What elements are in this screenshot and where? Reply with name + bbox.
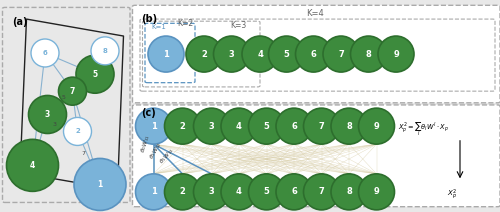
Text: K=3: K=3 (230, 21, 246, 29)
Ellipse shape (221, 174, 257, 210)
Ellipse shape (136, 174, 172, 210)
Text: 8: 8 (366, 50, 372, 59)
Text: $\theta_1 W_{12}$: $\theta_1 W_{12}$ (148, 140, 164, 161)
Ellipse shape (331, 174, 367, 210)
Ellipse shape (242, 36, 278, 72)
Text: 6: 6 (310, 50, 316, 59)
Ellipse shape (358, 174, 394, 210)
Ellipse shape (296, 36, 332, 72)
Text: 3: 3 (208, 122, 214, 131)
Ellipse shape (248, 174, 284, 210)
Ellipse shape (31, 39, 59, 67)
Ellipse shape (378, 36, 414, 72)
Text: 5: 5 (264, 122, 270, 131)
Ellipse shape (76, 55, 114, 93)
Text: K=4: K=4 (306, 9, 324, 18)
Ellipse shape (358, 108, 394, 144)
Text: 3: 3 (45, 110, 50, 119)
Text: 5: 5 (264, 187, 270, 196)
Text: 2: 2 (180, 187, 186, 196)
Ellipse shape (194, 108, 230, 144)
Text: $X_p^2=\sum_l \theta_l W^l \cdot X_p$: $X_p^2=\sum_l \theta_l W^l \cdot X_p$ (398, 120, 448, 138)
Text: 9: 9 (393, 50, 399, 59)
Ellipse shape (268, 36, 304, 72)
Ellipse shape (331, 108, 367, 144)
Ellipse shape (164, 174, 200, 210)
Text: 7: 7 (338, 50, 344, 59)
Text: $\theta_1 W_{13}$: $\theta_1 W_{13}$ (158, 146, 177, 166)
Ellipse shape (186, 36, 222, 72)
Text: 6: 6 (291, 187, 297, 196)
Ellipse shape (350, 36, 386, 72)
Ellipse shape (214, 36, 250, 72)
Text: 9: 9 (374, 122, 380, 131)
Text: 3: 3 (52, 122, 56, 127)
Text: 7: 7 (318, 187, 324, 196)
Text: K=1: K=1 (151, 24, 166, 30)
Ellipse shape (248, 108, 284, 144)
Text: $X_p^2$: $X_p^2$ (448, 187, 458, 202)
Ellipse shape (58, 77, 86, 105)
Text: 2: 2 (180, 122, 186, 131)
Text: $\theta_0 W_{11}$: $\theta_0 W_{11}$ (139, 134, 154, 155)
Ellipse shape (64, 117, 92, 145)
Ellipse shape (194, 174, 230, 210)
FancyBboxPatch shape (132, 5, 500, 103)
Text: 7: 7 (70, 87, 75, 96)
Text: 4: 4 (236, 122, 242, 131)
Ellipse shape (148, 36, 184, 72)
FancyBboxPatch shape (2, 7, 130, 202)
Text: 8: 8 (346, 187, 352, 196)
Text: 9: 9 (374, 187, 380, 196)
Ellipse shape (276, 174, 312, 210)
Text: K=2: K=2 (178, 20, 194, 28)
Ellipse shape (28, 95, 66, 134)
Text: 2: 2 (201, 50, 207, 59)
Text: 8: 8 (346, 122, 352, 131)
Text: 7: 7 (81, 151, 85, 156)
Text: 8: 8 (102, 48, 108, 54)
Text: 1: 1 (150, 122, 156, 131)
Text: 6: 6 (291, 122, 297, 131)
Text: 2: 2 (75, 128, 80, 134)
Text: 4: 4 (236, 187, 242, 196)
Ellipse shape (304, 174, 340, 210)
Ellipse shape (6, 139, 59, 191)
Text: 3: 3 (208, 187, 214, 196)
FancyBboxPatch shape (142, 21, 260, 87)
Text: (b): (b) (141, 14, 157, 24)
Text: 1: 1 (98, 180, 102, 189)
Ellipse shape (136, 108, 172, 144)
Text: 5: 5 (62, 95, 66, 100)
Ellipse shape (91, 37, 119, 65)
Ellipse shape (164, 108, 200, 144)
FancyBboxPatch shape (132, 105, 500, 207)
Text: (c): (c) (141, 107, 156, 117)
Text: 3: 3 (228, 50, 234, 59)
Text: 4: 4 (257, 50, 263, 59)
Text: 6: 6 (42, 50, 48, 56)
FancyBboxPatch shape (140, 19, 495, 91)
Text: 1: 1 (163, 50, 169, 59)
Text: 5: 5 (92, 70, 98, 79)
Ellipse shape (276, 108, 312, 144)
FancyBboxPatch shape (145, 23, 195, 83)
Text: 5: 5 (284, 50, 290, 59)
Ellipse shape (304, 108, 340, 144)
Text: (a): (a) (12, 17, 28, 27)
Ellipse shape (74, 158, 126, 211)
Text: 1: 1 (150, 187, 156, 196)
Text: 4: 4 (30, 161, 35, 170)
Ellipse shape (323, 36, 359, 72)
Text: 7: 7 (318, 122, 324, 131)
Ellipse shape (221, 108, 257, 144)
